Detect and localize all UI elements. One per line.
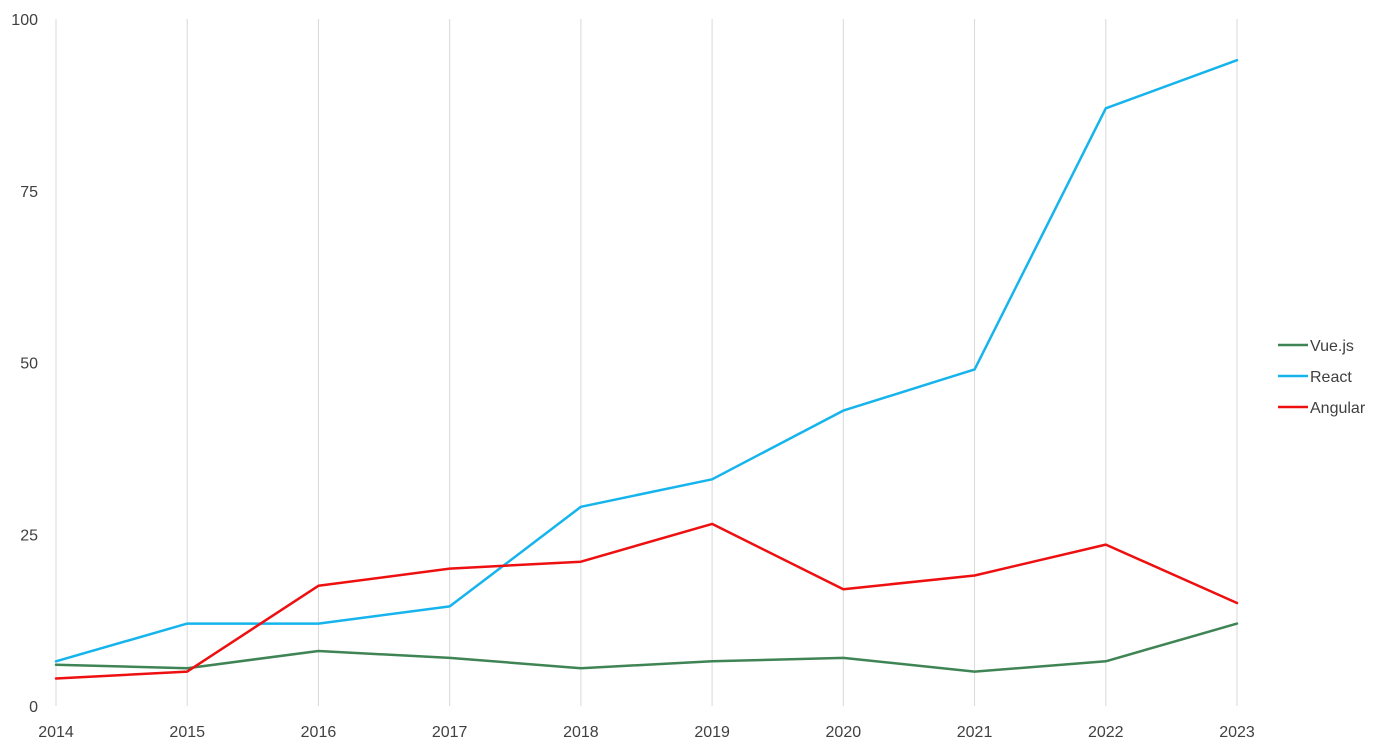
x-tick-label: 2014: [38, 724, 74, 741]
y-tick-label: 0: [29, 699, 38, 716]
series-layer: [54, 58, 1239, 680]
y-tick-label: 75: [20, 184, 38, 201]
legend-label: React: [1310, 369, 1352, 386]
x-tick-label: 2015: [169, 724, 205, 741]
legend-item-angular[interactable]: Angular: [1278, 400, 1366, 417]
legend-item-react[interactable]: React: [1278, 369, 1352, 386]
x-tick-label: 2021: [957, 724, 993, 741]
x-tick-label: 2019: [694, 724, 730, 741]
x-tick-label: 2022: [1088, 724, 1124, 741]
legend-label: Angular: [1310, 400, 1366, 417]
legend-label: Vue.js: [1310, 338, 1354, 355]
y-tick-label: 50: [20, 356, 38, 373]
series-line-vue-js[interactable]: [54, 622, 1239, 673]
grid-layer: [55, 19, 1238, 706]
series-line-angular[interactable]: [54, 522, 1239, 680]
legend-item-vue-js[interactable]: Vue.js: [1278, 338, 1354, 355]
x-tick-label: 2020: [826, 724, 862, 741]
series-line-react[interactable]: [54, 58, 1239, 663]
x-tick-label: 2016: [301, 724, 337, 741]
x-tick-label: 2018: [563, 724, 599, 741]
x-tick-label: 2017: [432, 724, 468, 741]
axis-layer: 2014 2015 2016 2017 2018 2019 2020 2021 2022 2023…: [11, 12, 1255, 741]
y-tick-label: 25: [20, 527, 38, 544]
legend[interactable]: Vue.js React Angular: [1278, 338, 1366, 417]
y-tick-label: 100: [11, 12, 38, 29]
x-tick-label: 2023: [1219, 724, 1255, 741]
